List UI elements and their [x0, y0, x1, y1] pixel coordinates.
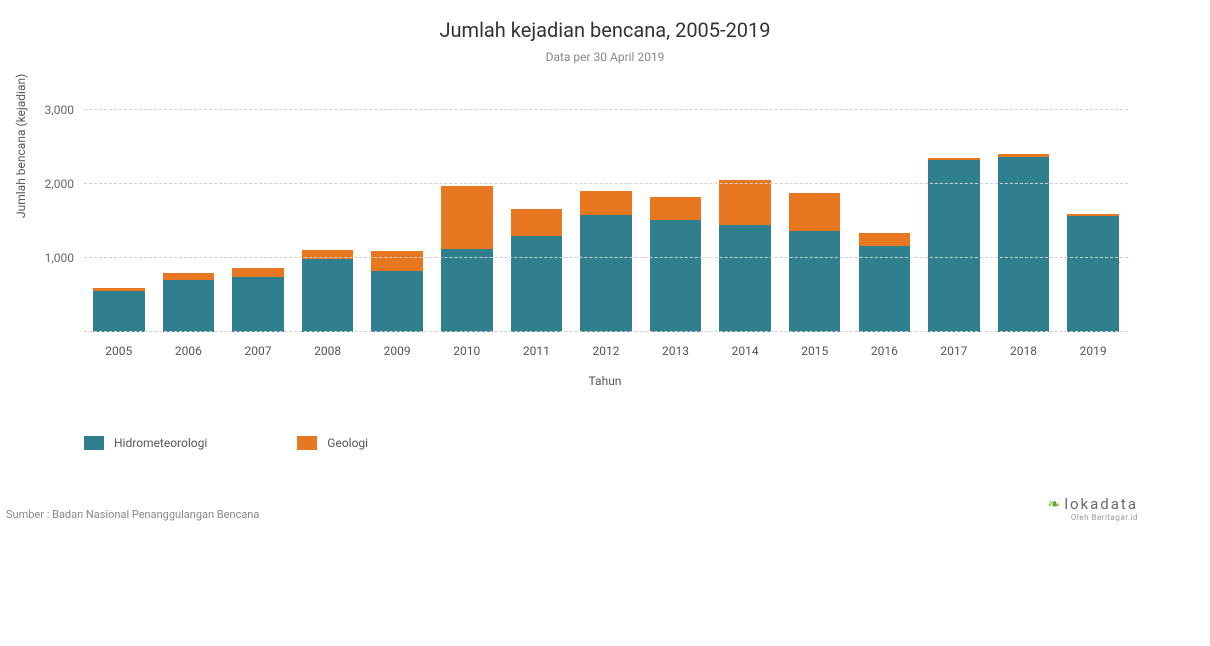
- x-tick-label: 2018: [1010, 344, 1037, 358]
- bar-slot: 2007: [223, 110, 293, 332]
- bar: [789, 193, 840, 332]
- bar: [650, 197, 701, 332]
- x-axis-title: Tahun: [589, 374, 622, 388]
- brand-logo: ❧lokadata Oleh Beritagar.id: [1048, 495, 1138, 522]
- bar-segment: [928, 160, 979, 332]
- x-tick-label: 2012: [592, 344, 619, 358]
- bar-slot: 2011: [502, 110, 572, 332]
- bar-segment: [232, 277, 283, 332]
- bar-segment: [232, 268, 283, 278]
- gridline: [84, 331, 1128, 332]
- y-tick-label: 3,000: [45, 103, 84, 117]
- gridline: 1,000: [84, 257, 1128, 258]
- x-tick-label: 2013: [662, 344, 689, 358]
- bar: [998, 154, 1049, 332]
- bar-segment: [789, 193, 840, 231]
- bar-segment: [1067, 216, 1118, 332]
- chart-plot-area: 2005200620072008200920102011201220132014…: [84, 110, 1128, 332]
- y-axis-title: Jumlah bencana (kejadian): [14, 74, 28, 218]
- bar-segment: [371, 271, 422, 332]
- x-tick-label: 2019: [1080, 344, 1107, 358]
- y-tick-label: 1,000: [45, 251, 84, 265]
- bar-segment: [719, 180, 770, 226]
- bar-slot: 2015: [780, 110, 850, 332]
- bar-segment: [371, 251, 422, 271]
- bar: [580, 191, 631, 332]
- chart-subtitle: Data per 30 April 2019: [0, 50, 1210, 64]
- bars-container: 2005200620072008200920102011201220132014…: [84, 110, 1128, 332]
- bar-slot: 2013: [641, 110, 711, 332]
- bar-segment: [580, 191, 631, 215]
- bar-segment: [511, 236, 562, 332]
- bar-slot: 2005: [84, 110, 154, 332]
- bar-slot: 2010: [432, 110, 502, 332]
- x-tick-label: 2015: [801, 344, 828, 358]
- leaf-icon: ❧: [1048, 495, 1063, 513]
- x-tick-label: 2008: [314, 344, 341, 358]
- bar-segment: [93, 291, 144, 332]
- bar: [93, 288, 144, 332]
- bar: [232, 268, 283, 332]
- bar-segment: [719, 225, 770, 332]
- legend-label: Geologi: [327, 436, 368, 450]
- bar-segment: [859, 233, 910, 246]
- x-tick-label: 2007: [244, 344, 271, 358]
- bar-segment: [441, 186, 492, 249]
- legend-label: Hidrometeorologi: [114, 436, 207, 450]
- y-tick-label: 2,000: [45, 177, 84, 191]
- bar: [371, 251, 422, 332]
- x-tick-label: 2014: [732, 344, 759, 358]
- brand-tagline: Oleh Beritagar.id: [1048, 513, 1138, 522]
- bar-segment: [580, 215, 631, 332]
- bar-segment: [302, 259, 353, 332]
- bar: [719, 180, 770, 332]
- bar-slot: 2018: [989, 110, 1059, 332]
- footer-source: Sumber : Badan Nasional Penanggulangan B…: [6, 508, 259, 521]
- x-tick-label: 2016: [871, 344, 898, 358]
- x-tick-label: 2009: [384, 344, 411, 358]
- bar: [441, 186, 492, 332]
- legend-swatch: [84, 436, 104, 450]
- legend-swatch: [297, 436, 317, 450]
- bar-slot: 2014: [710, 110, 780, 332]
- x-tick-label: 2011: [523, 344, 550, 358]
- bar: [1067, 214, 1118, 332]
- bar-segment: [511, 209, 562, 236]
- bar: [859, 233, 910, 332]
- brand-name: lokadata: [1064, 495, 1138, 513]
- bar-slot: 2009: [362, 110, 432, 332]
- bar-segment: [163, 280, 214, 332]
- bar-segment: [441, 249, 492, 332]
- bar-slot: 2017: [919, 110, 989, 332]
- bar-segment: [859, 246, 910, 332]
- legend-item: Hidrometeorologi: [84, 436, 207, 450]
- x-tick-label: 2005: [105, 344, 132, 358]
- x-tick-label: 2006: [175, 344, 202, 358]
- bar-segment: [789, 231, 840, 332]
- legend-item: Geologi: [297, 436, 368, 450]
- bar: [511, 209, 562, 332]
- bar: [928, 158, 979, 332]
- bar-slot: 2006: [154, 110, 224, 332]
- legend: Hidrometeorologi Geologi: [84, 436, 368, 450]
- bar-segment: [650, 197, 701, 219]
- bar-segment: [163, 273, 214, 280]
- bar-slot: 2012: [571, 110, 641, 332]
- gridline: 2,000: [84, 183, 1128, 184]
- x-tick-label: 2010: [453, 344, 480, 358]
- bar-segment: [302, 250, 353, 260]
- x-tick-label: 2017: [940, 344, 967, 358]
- bar-segment: [650, 220, 701, 332]
- bar-slot: 2016: [850, 110, 920, 332]
- gridline: 3,000: [84, 109, 1128, 110]
- bar: [302, 250, 353, 332]
- bar: [163, 273, 214, 332]
- chart-title: Jumlah kejadian bencana, 2005-2019: [0, 18, 1210, 42]
- bar-slot: 2008: [293, 110, 363, 332]
- bar-slot: 2019: [1058, 110, 1128, 332]
